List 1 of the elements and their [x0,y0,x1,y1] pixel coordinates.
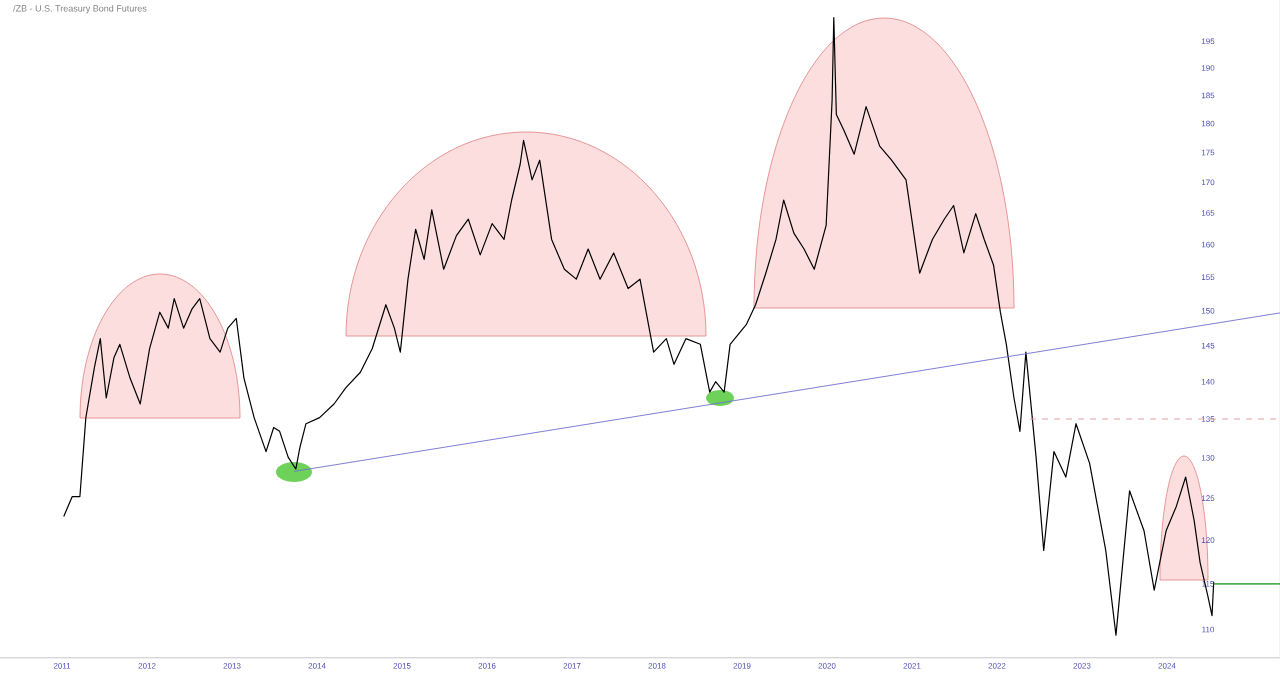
line-series [63,16,1215,636]
